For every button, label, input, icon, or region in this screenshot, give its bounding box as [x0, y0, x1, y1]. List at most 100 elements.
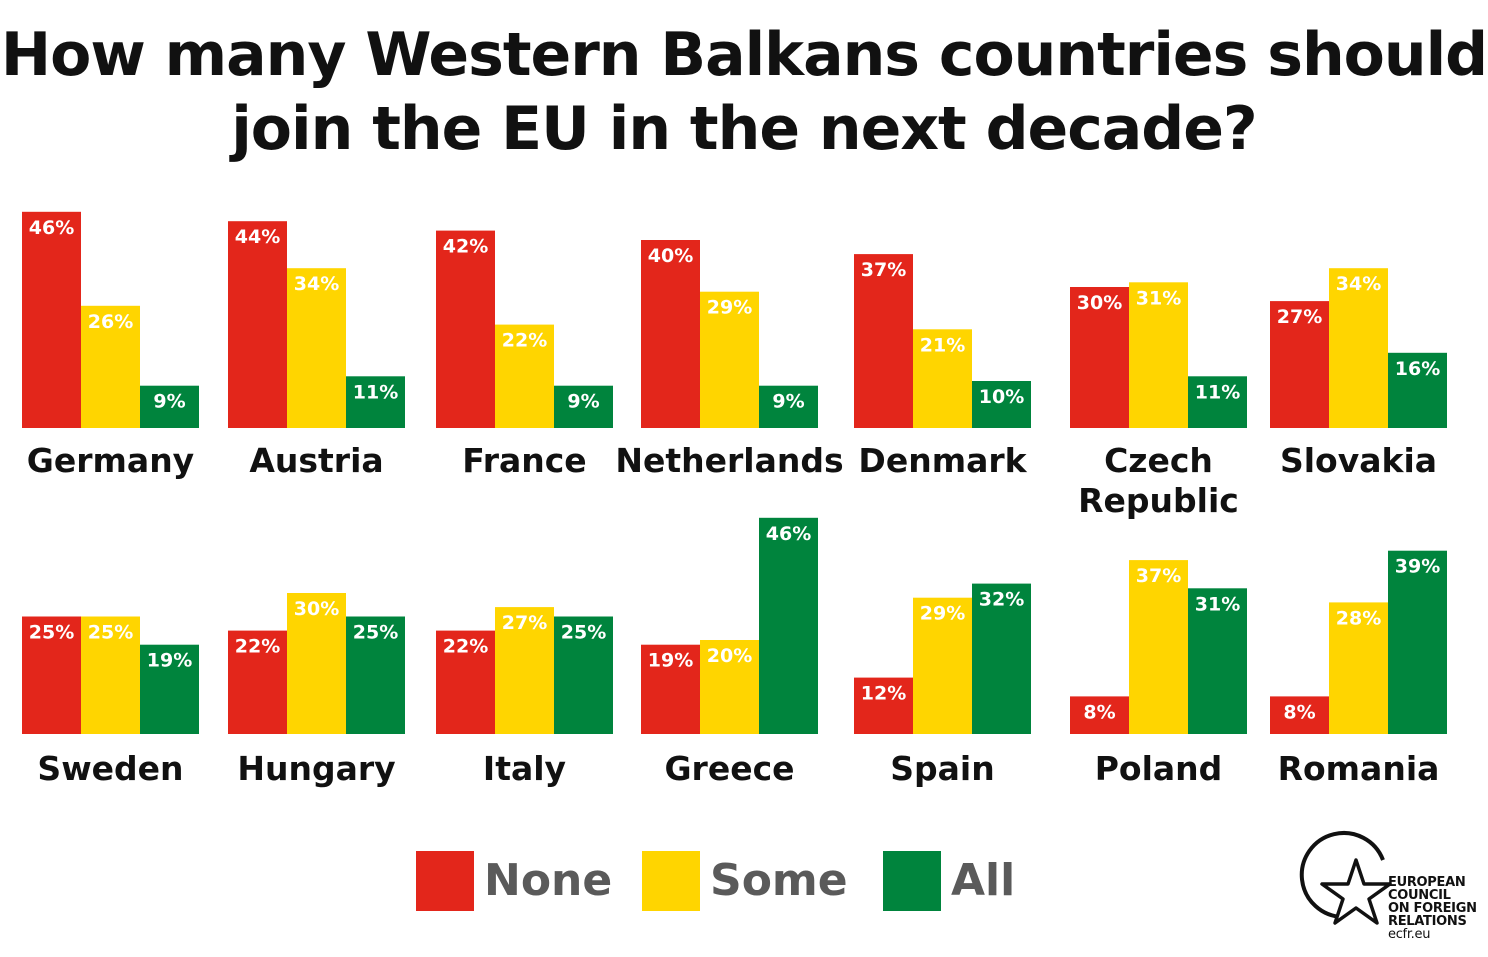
data-label-slovakia-all: 16%: [1395, 358, 1440, 380]
country-chart-italy: 22% 27% 25% Italy: [436, 607, 613, 788]
data-label-hungary-some: 30%: [294, 598, 339, 620]
data-label-greece-all: 46%: [766, 523, 811, 545]
country-name-line: Italy: [483, 749, 566, 788]
country-chart-hungary: 22% 30% 25% Hungary: [228, 593, 405, 788]
bar-slovakia-some: [1329, 268, 1388, 428]
country-name-france: France: [462, 441, 586, 480]
bar-romania-none: [1270, 696, 1329, 734]
title-line-2: join the EU in the next decade?: [231, 94, 1258, 164]
country-chart-germany: 46% 26% 9% Germany: [22, 211, 199, 480]
data-label-greece-some: 20%: [707, 645, 752, 667]
bar-romania-all: [1388, 550, 1447, 734]
data-label-poland-none: 8%: [1083, 701, 1115, 723]
logo-line-2: COUNCIL: [1388, 888, 1451, 903]
bar-denmark-some: [913, 329, 972, 428]
bar-denmark-all: [972, 381, 1031, 428]
data-label-spain-none: 12%: [861, 683, 906, 705]
data-label-netherlands-some: 29%: [707, 297, 752, 319]
data-label-germany-all: 9%: [153, 391, 185, 413]
bar-sweden-none: [22, 616, 81, 734]
bar-romania-some: [1329, 602, 1388, 734]
logo-line-3: ON FOREIGN: [1388, 901, 1477, 916]
data-label-france-some: 22%: [502, 330, 547, 352]
country-name-line: Netherlands: [615, 441, 843, 480]
country-name-poland: Poland: [1095, 749, 1223, 788]
bar-france-none: [436, 230, 495, 428]
country-name-line: Spain: [890, 749, 994, 788]
country-chart-romania: 8% 28% 39% Romania: [1270, 550, 1447, 788]
legend-label-none: None: [484, 855, 613, 906]
data-label-austria-some: 34%: [294, 273, 339, 295]
data-label-france-none: 42%: [443, 236, 488, 258]
data-label-spain-all: 32%: [979, 589, 1024, 611]
country-name-line: Slovakia: [1280, 441, 1437, 480]
bar-spain-some: [913, 597, 972, 734]
bar-greece-none: [641, 644, 700, 734]
data-label-poland-some: 37%: [1136, 565, 1181, 587]
data-label-greece-none: 19%: [648, 650, 693, 672]
data-label-denmark-all: 10%: [979, 386, 1024, 408]
bar-hungary-none: [228, 630, 287, 734]
data-label-netherlands-all: 9%: [772, 391, 804, 413]
data-label-romania-all: 39%: [1395, 556, 1440, 578]
country-chart-spain: 12% 29% 32% Spain: [854, 583, 1031, 788]
country-name-austria: Austria: [249, 441, 383, 480]
logo-line-1: EUROPEAN: [1388, 875, 1466, 890]
data-label-hungary-all: 25%: [353, 622, 398, 644]
data-label-slovakia-some: 34%: [1336, 273, 1381, 295]
country-name-greece: Greece: [664, 749, 794, 788]
data-label-austria-all: 11%: [353, 381, 398, 403]
data-label-italy-none: 22%: [443, 636, 488, 658]
data-label-spain-some: 29%: [920, 603, 965, 625]
data-label-czech-republic-some: 31%: [1136, 287, 1181, 309]
data-label-romania-none: 8%: [1283, 701, 1315, 723]
bar-austria-all: [346, 376, 405, 428]
country-name-line: Poland: [1095, 749, 1223, 788]
legend-swatch-none: [416, 851, 474, 911]
data-label-poland-all: 31%: [1195, 593, 1240, 615]
country-chart-sweden: 25% 25% 19% Sweden: [22, 616, 199, 788]
country-name-denmark: Denmark: [858, 441, 1027, 480]
data-label-czech-republic-none: 30%: [1077, 292, 1122, 314]
data-label-sweden-all: 19%: [147, 650, 192, 672]
country-name-italy: Italy: [483, 749, 566, 788]
bar-czech-republic-none: [1070, 287, 1129, 428]
bar-czech-republic-all: [1188, 376, 1247, 428]
bar-italy-some: [495, 607, 554, 734]
country-name-line: Hungary: [237, 749, 395, 788]
bar-austria-none: [228, 221, 287, 428]
country-chart-denmark: 37% 21% 10% Denmark: [854, 254, 1031, 480]
bar-hungary-some: [287, 593, 346, 734]
country-chart-poland: 8% 37% 31% Poland: [1070, 560, 1247, 788]
logo-url: ecfr.eu: [1388, 927, 1431, 942]
bar-spain-all: [972, 583, 1031, 734]
country-name-line: France: [462, 441, 586, 480]
country-name-sweden: Sweden: [37, 749, 183, 788]
bar-hungary-all: [346, 616, 405, 734]
bar-france-all: [554, 385, 613, 428]
country-name-germany: Germany: [27, 441, 194, 480]
country-name-line: Denmark: [858, 441, 1027, 480]
ecfr-logo: EUROPEAN COUNCIL ON FOREIGN RELATIONS ec…: [1298, 822, 1478, 941]
country-chart-greece: 19% 20% 46% Greece: [641, 517, 818, 788]
data-label-france-all: 9%: [567, 391, 599, 413]
data-label-germany-some: 26%: [88, 311, 133, 333]
bar-germany-some: [81, 305, 140, 428]
logo-star-icon: [1299, 831, 1392, 925]
country-name-hungary: Hungary: [237, 749, 395, 788]
bar-germany-none: [22, 211, 81, 428]
bar-czech-republic-some: [1129, 282, 1188, 428]
data-label-hungary-none: 22%: [235, 636, 280, 658]
bar-slovakia-none: [1270, 301, 1329, 428]
data-label-romania-some: 28%: [1336, 607, 1381, 629]
data-label-sweden-none: 25%: [29, 622, 74, 644]
data-label-italy-all: 25%: [561, 622, 606, 644]
country-name-slovakia: Slovakia: [1280, 441, 1437, 480]
data-label-austria-none: 44%: [235, 226, 280, 248]
logo-line-4: RELATIONS: [1388, 914, 1467, 929]
country-name-romania: Romania: [1278, 749, 1440, 788]
bar-denmark-none: [854, 254, 913, 428]
